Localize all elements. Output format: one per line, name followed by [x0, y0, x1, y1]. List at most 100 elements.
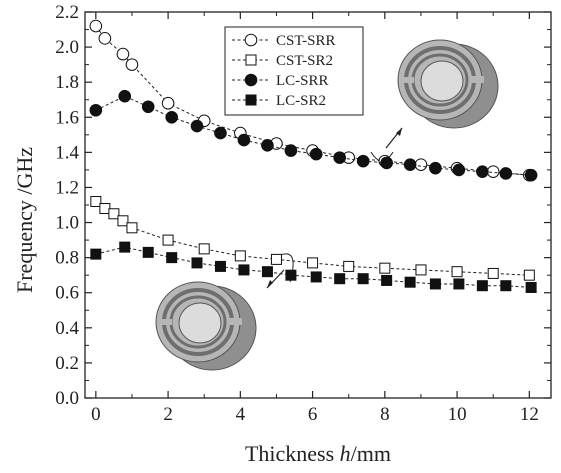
data-point-cst-sr2	[162, 234, 174, 246]
y-tick-label: 0.0	[55, 388, 79, 409]
data-point-lc-sr2	[214, 260, 226, 272]
x-tick-label: 8	[380, 404, 390, 425]
data-point-cst-srr	[161, 96, 175, 110]
split-ring-inset-lower	[155, 281, 257, 371]
y-tick-label: 1.0	[55, 213, 79, 234]
data-point-lc-srr	[141, 100, 155, 114]
data-point-lc-srr	[89, 103, 103, 117]
data-point-lc-srr	[380, 156, 393, 170]
data-point-lc-sr2	[285, 269, 297, 281]
legend-marker-cst-sr2	[245, 54, 257, 66]
y-axis-label: Frequency /GHz	[12, 147, 37, 293]
y-tick-label: 0.2	[55, 353, 79, 374]
data-point-cst-sr2	[126, 222, 138, 234]
data-point-cst-srr	[125, 58, 139, 71]
data-point-lc-srr	[356, 154, 370, 168]
data-point-cst-sr2	[451, 266, 463, 278]
data-point-lc-srr	[284, 144, 298, 157]
y-tick-label: 2.0	[55, 37, 79, 58]
data-point-cst-sr2	[90, 195, 102, 207]
data-point-lc-sr2	[500, 280, 512, 292]
legend-label-lc-srr: LC-SRR	[276, 73, 329, 89]
legend-marker-lc-sr2	[245, 94, 257, 106]
x-tick-label: 0	[91, 404, 101, 425]
data-point-cst-sr2	[379, 262, 391, 274]
data-point-cst-sr2	[487, 267, 499, 279]
y-tick-label: 2.2	[55, 2, 79, 23]
y-tick-label: 1.4	[55, 142, 79, 163]
inner-ring-gap	[402, 77, 414, 83]
x-tick-label: 6	[308, 404, 318, 425]
data-point-lc-sr2	[261, 266, 273, 278]
data-point-cst-sr2	[307, 257, 319, 269]
data-point-lc-sr2	[142, 246, 154, 258]
inset-layer	[155, 39, 499, 371]
data-point-cst-srr	[414, 158, 428, 171]
y-tick-label: 1.6	[55, 107, 79, 128]
data-point-lc-sr2	[166, 252, 178, 264]
legend-marker-lc-srr	[244, 73, 258, 87]
data-point-lc-srr	[214, 126, 227, 140]
data-point-lc-srr	[452, 163, 466, 177]
data-point-lc-srr	[499, 167, 513, 180]
axes-layer: 0 2 4 6 8 10 12 0.0 0.2 0.4 0.6 0.8 1.0 1.2 1.4 1.6 1.8 2…	[55, 2, 552, 425]
data-point-lc-sr2	[381, 274, 393, 286]
data-point-cst-sr2	[117, 215, 129, 227]
data-point-lc-sr2	[429, 278, 441, 290]
outer-ring-gap	[228, 318, 242, 325]
data-point-cst-sr2	[108, 208, 120, 220]
data-point-cst-srr	[98, 32, 112, 45]
data-point-lc-srr	[333, 151, 346, 164]
data-point-cst-srr	[116, 47, 130, 61]
rotation-arrowhead-upper	[396, 128, 402, 136]
rotation-arrowhead-lower	[267, 280, 273, 288]
data-point-cst-sr2	[415, 264, 427, 276]
y-tick-label: 1.8	[55, 72, 79, 93]
data-point-lc-sr2	[310, 271, 322, 283]
x-axis-label-unit: /mm	[351, 441, 391, 466]
y-tick-label: 0.4	[55, 318, 79, 339]
data-point-lc-srr	[165, 110, 178, 124]
legend: CST-SRR CST-SR2 LC-SRR LC-SR2	[224, 26, 364, 116]
data-point-lc-sr2	[191, 257, 203, 269]
data-point-lc-sr2	[476, 280, 488, 292]
x-axis-label: Thickness h/mm	[245, 441, 391, 466]
series-layer	[89, 19, 538, 293]
data-point-lc-sr2	[238, 264, 250, 276]
y-tick-label: 1.2	[55, 177, 79, 198]
outer-ring-gap	[470, 76, 484, 83]
data-point-lc-srr	[524, 168, 538, 182]
data-point-lc-srr	[403, 158, 417, 171]
legend-label-cst-srr: CST-SRR	[276, 33, 335, 49]
legend-label-cst-sr2: CST-SR2	[276, 53, 333, 69]
x-tick-label: 2	[163, 404, 173, 425]
data-point-cst-sr2	[99, 203, 111, 215]
split-ring-inset-upper	[397, 39, 499, 129]
x-axis-label-var: h	[340, 441, 351, 466]
series-cst-sr2	[90, 195, 535, 281]
data-point-cst-sr2	[343, 260, 355, 272]
data-point-cst-sr2	[523, 269, 535, 281]
x-tick-label: 12	[520, 404, 539, 425]
inner-ring-gap	[160, 319, 172, 325]
y-tick-label: 0.6	[55, 283, 79, 304]
data-point-lc-sr2	[334, 273, 346, 285]
data-point-lc-sr2	[453, 278, 465, 290]
legend-marker-cst-srr	[244, 33, 258, 47]
data-point-lc-sr2	[404, 276, 416, 288]
x-axis-label-prefix: Thickness	[245, 441, 340, 466]
data-point-cst-srr	[486, 165, 500, 178]
data-point-lc-sr2	[90, 248, 102, 260]
series-lc-srr	[89, 89, 538, 182]
data-point-lc-srr	[429, 161, 442, 175]
data-point-lc-srr	[261, 139, 274, 152]
series-lc-sr2	[90, 241, 537, 293]
data-point-cst-srr	[89, 19, 103, 33]
data-point-lc-srr	[476, 165, 489, 178]
ring-bore	[420, 60, 464, 102]
data-point-lc-srr	[309, 147, 323, 161]
ring-bore	[178, 302, 222, 344]
data-point-cst-sr2	[198, 243, 210, 255]
y-tick-label: 0.8	[55, 248, 79, 269]
data-point-lc-sr2	[119, 241, 131, 253]
